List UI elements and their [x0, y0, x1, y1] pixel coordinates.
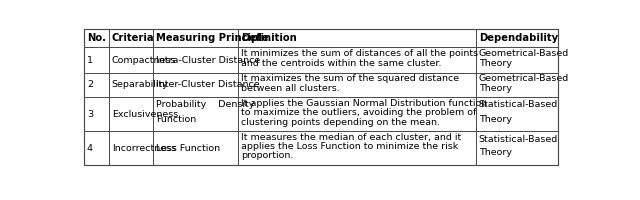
- Text: between all clusters.: between all clusters.: [241, 84, 339, 93]
- Bar: [84, 97, 109, 131]
- Bar: [109, 47, 154, 73]
- Text: It applies the Gaussian Normal Distribution function: It applies the Gaussian Normal Distribut…: [241, 99, 487, 108]
- Text: Measuring Principle: Measuring Principle: [156, 33, 269, 43]
- Bar: [154, 131, 237, 165]
- Text: Statistical-Based: Statistical-Based: [479, 100, 558, 109]
- Text: Compactness: Compactness: [112, 56, 176, 65]
- Text: Function: Function: [156, 115, 196, 124]
- Bar: [84, 29, 557, 165]
- Text: applies the Loss Function to minimize the risk: applies the Loss Function to minimize th…: [241, 142, 458, 151]
- Bar: [237, 131, 476, 165]
- Text: Geometrical-Based: Geometrical-Based: [479, 74, 569, 83]
- Text: Definition: Definition: [241, 33, 296, 43]
- Text: proportion.: proportion.: [241, 151, 293, 160]
- Bar: [237, 47, 476, 73]
- Text: Geometrical-Based: Geometrical-Based: [479, 49, 569, 58]
- Bar: [84, 47, 109, 73]
- Bar: [237, 29, 476, 47]
- Text: Inter-Cluster Distance: Inter-Cluster Distance: [156, 80, 260, 89]
- Text: clustering points depending on the mean.: clustering points depending on the mean.: [241, 118, 440, 127]
- Text: Statistical-Based: Statistical-Based: [479, 135, 558, 144]
- Text: It measures the median of each cluster, and it: It measures the median of each cluster, …: [241, 133, 461, 142]
- Text: Separability: Separability: [112, 80, 168, 89]
- Text: Theory: Theory: [479, 148, 512, 157]
- Text: It maximizes the sum of the squared distance: It maximizes the sum of the squared dist…: [241, 74, 459, 83]
- Text: It minimizes the sum of distances of all the points: It minimizes the sum of distances of all…: [241, 49, 478, 58]
- Text: Loss Function: Loss Function: [156, 144, 221, 153]
- Text: Exclusiveness: Exclusiveness: [112, 110, 178, 119]
- Bar: [154, 73, 237, 97]
- Text: Theory: Theory: [479, 59, 512, 68]
- Bar: [84, 131, 109, 165]
- Bar: [237, 73, 476, 97]
- Text: 2: 2: [87, 80, 93, 89]
- Text: to maximize the outliers, avoiding the problem of: to maximize the outliers, avoiding the p…: [241, 108, 476, 117]
- Bar: [109, 97, 154, 131]
- Bar: [154, 97, 237, 131]
- Text: Criteria: Criteria: [112, 33, 154, 43]
- Bar: [476, 97, 557, 131]
- Text: Probability    Density: Probability Density: [156, 100, 255, 109]
- Text: Dependability: Dependability: [479, 33, 558, 43]
- Bar: [154, 29, 237, 47]
- Bar: [109, 131, 154, 165]
- Text: Intra-Cluster Distance: Intra-Cluster Distance: [156, 56, 260, 65]
- Bar: [476, 29, 557, 47]
- Bar: [109, 29, 154, 47]
- Bar: [109, 73, 154, 97]
- Text: No.: No.: [87, 33, 106, 43]
- Text: Theory: Theory: [479, 115, 512, 124]
- Text: 3: 3: [87, 110, 93, 119]
- Bar: [476, 131, 557, 165]
- Text: Incorrectness: Incorrectness: [112, 144, 176, 153]
- Bar: [84, 29, 109, 47]
- Text: Theory: Theory: [479, 84, 512, 93]
- Bar: [476, 73, 557, 97]
- Bar: [84, 73, 109, 97]
- Bar: [476, 47, 557, 73]
- Text: and the centroids within the same cluster.: and the centroids within the same cluste…: [241, 59, 441, 68]
- Bar: [237, 97, 476, 131]
- Text: 1: 1: [87, 56, 93, 65]
- Text: 4: 4: [87, 144, 93, 153]
- Bar: [154, 47, 237, 73]
